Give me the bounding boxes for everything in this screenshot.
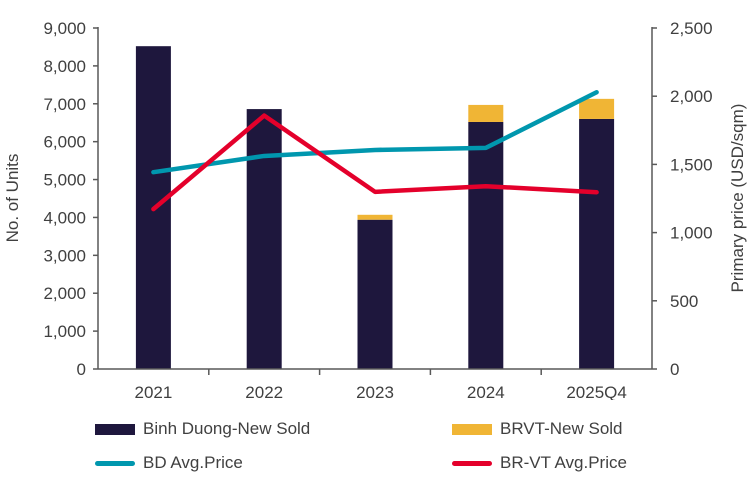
y2-tick-label: 2,500: [670, 19, 713, 38]
y-tick-label: 2,000: [43, 284, 86, 303]
legend-label: BD Avg.Price: [143, 453, 243, 472]
y2-tick-label: 1,500: [670, 155, 713, 174]
legend-swatch: [452, 460, 492, 466]
y-tick-label: 8,000: [43, 57, 86, 76]
x-tick-label: 2021: [134, 383, 172, 400]
legend-swatch: [95, 423, 135, 435]
y2-tick-label: 0: [670, 360, 679, 379]
legend-label: BRVT-New Sold: [500, 419, 623, 438]
legend-label: Binh Duong-New Sold: [143, 419, 311, 438]
y-tick-label: 3,000: [43, 246, 86, 265]
bar-brvt-2023: [357, 214, 393, 220]
bar-binh-duong-2025Q4: [579, 118, 615, 369]
legend-item-binh-duong: Binh Duong-New Sold: [95, 419, 310, 439]
legend-item-brvt: BRVT-New Sold: [452, 419, 623, 439]
y2-axis-title: Primary price (USD/sqm): [728, 104, 747, 293]
legend-label: BR-VT Avg.Price: [500, 453, 627, 472]
x-tick-label: 2025Q4: [566, 383, 627, 400]
chart: 0 1,000 2,000 3,000 4,000 5,000 6,000 7,000 8,00…: [3, 19, 747, 400]
x-tick-label: 2023: [356, 383, 394, 400]
x-tick-label: 2022: [245, 383, 283, 400]
bar-brvt-2025Q4: [579, 98, 615, 119]
legend-swatch: [452, 423, 492, 435]
bar-binh-duong-2023: [357, 219, 393, 369]
y-tick-label: 5,000: [43, 171, 86, 190]
y-tick-label: 9,000: [43, 19, 86, 38]
x-tick-label: 2024: [467, 383, 505, 400]
y-tick-label: 6,000: [43, 133, 86, 152]
legend-swatch: [95, 460, 135, 466]
y-tick-label: 7,000: [43, 95, 86, 114]
y-tick-label: 0: [77, 360, 86, 379]
y2-tick-label: 500: [670, 292, 698, 311]
bar-binh-duong-2024: [468, 121, 504, 369]
y-tick-label: 1,000: [43, 322, 86, 341]
legend-item-bd-price: BD Avg.Price: [95, 453, 243, 473]
y-tick-label: 4,000: [43, 208, 86, 227]
bar-binh-duong-2022: [246, 109, 282, 370]
line-bd-price: [151, 89, 599, 175]
y2-tick-label: 1,000: [670, 224, 713, 243]
bar-brvt-2024: [468, 104, 504, 122]
legend-item-brvt-price: BR-VT Avg.Price: [452, 453, 627, 473]
y-axis-title: No. of Units: [3, 154, 22, 243]
y2-tick-label: 2,000: [670, 87, 713, 106]
